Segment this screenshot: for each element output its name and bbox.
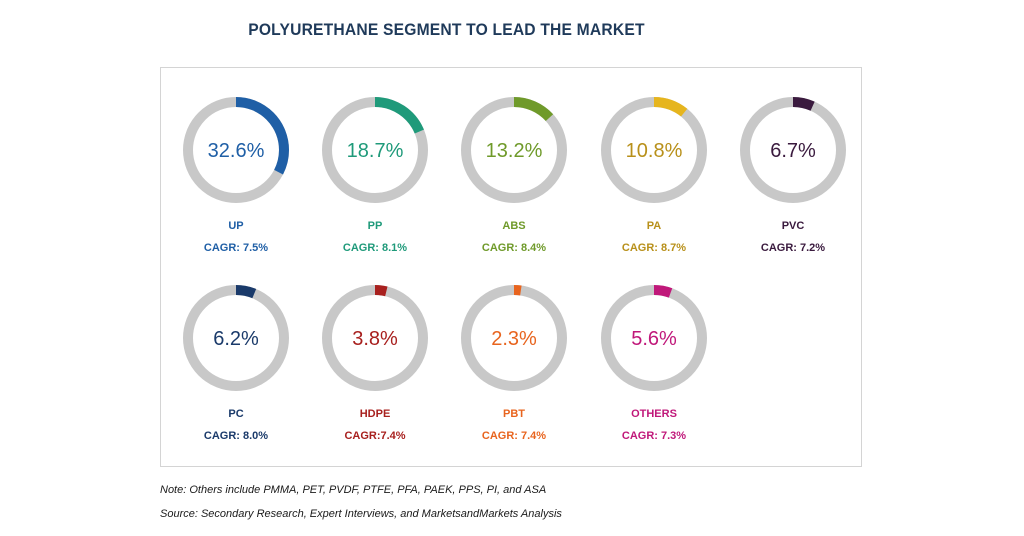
donut-chart: 2.3%	[459, 283, 569, 393]
donut-value-label: 5.6%	[631, 328, 677, 350]
chart-panel: 32.6% UP CAGR: 7.5% 18.7% PP CAGR: 8.1% 13.2% A…	[160, 67, 862, 467]
segment-name: PVC	[781, 220, 805, 232]
donut-arc-hdpe	[322, 285, 428, 391]
segment-cagr: CAGR: 7.4%	[481, 430, 547, 442]
segment-name: UP	[228, 220, 244, 232]
segment-cagr: CAGR: 7.3%	[621, 430, 687, 442]
segment-name: PC	[228, 408, 244, 420]
donut-arc-pa	[601, 97, 707, 203]
donut-card-pc: 6.2% PC CAGR: 8.0%	[161, 283, 311, 463]
segment-cagr: CAGR: 8.4%	[481, 242, 547, 254]
donut-card-hdpe: 3.8% HDPE CAGR:7.4%	[300, 283, 450, 463]
donut-svg: 13.2%	[461, 97, 567, 203]
donut-chart: 10.8%	[599, 95, 709, 205]
donut-arc-pp	[322, 97, 428, 203]
segment-cagr: CAGR: 8.1%	[342, 242, 408, 254]
donut-chart: 5.6%	[599, 283, 709, 393]
donut-card-pvc: 6.7% PVC CAGR: 7.2%	[718, 95, 868, 275]
donut-arc-others	[601, 285, 707, 391]
donut-value-label: 3.8%	[352, 328, 398, 350]
donut-card-pbt: 2.3% PBT CAGR: 7.4%	[439, 283, 589, 463]
donut-chart: 6.2%	[181, 283, 291, 393]
donut-chart: 6.7%	[738, 95, 848, 205]
segment-name: HDPE	[359, 408, 391, 420]
chart-source: Source: Secondary Research, Expert Inter…	[160, 508, 562, 520]
segment-name: PA	[646, 220, 662, 232]
donut-svg: 6.2%	[183, 285, 289, 391]
donut-chart: 13.2%	[459, 95, 569, 205]
donut-arc-pbt	[461, 285, 567, 391]
segment-cagr: CAGR: 8.0%	[203, 430, 269, 442]
chart-title: POLYURETHANE SEGMENT TO LEAD THE MARKET	[248, 20, 645, 39]
donut-value-label: 6.2%	[213, 328, 259, 350]
donut-arc-pvc	[740, 97, 846, 203]
segment-name: PP	[367, 220, 383, 232]
segment-name: PBT	[503, 408, 525, 420]
donut-arc-up	[183, 97, 289, 203]
segment-cagr: CAGR: 7.5%	[203, 242, 269, 254]
donut-card-pa: 10.8% PA CAGR: 8.7%	[579, 95, 729, 275]
donut-card-up: 32.6% UP CAGR: 7.5%	[161, 95, 311, 275]
donut-value-label: 10.8%	[626, 140, 683, 162]
donut-card-pp: 18.7% PP CAGR: 8.1%	[300, 95, 450, 275]
donut-card-others: 5.6% OTHERS CAGR: 7.3%	[579, 283, 729, 463]
donut-value-label: 2.3%	[491, 328, 537, 350]
donut-card-abs: 13.2% ABS CAGR: 8.4%	[439, 95, 589, 275]
donut-svg: 6.7%	[740, 97, 846, 203]
donut-value-label: 6.7%	[770, 140, 816, 162]
segment-cagr: CAGR: 7.2%	[760, 242, 826, 254]
donut-svg: 18.7%	[322, 97, 428, 203]
donut-svg: 10.8%	[601, 97, 707, 203]
donut-value-label: 18.7%	[347, 140, 404, 162]
segment-name: ABS	[502, 220, 526, 232]
donut-value-label: 32.6%	[208, 140, 265, 162]
donut-arc-pc	[183, 285, 289, 391]
segment-cagr: CAGR: 8.7%	[621, 242, 687, 254]
donut-chart: 32.6%	[181, 95, 291, 205]
donut-arc-abs	[461, 97, 567, 203]
donut-value-label: 13.2%	[486, 140, 543, 162]
segment-cagr: CAGR:7.4%	[344, 430, 406, 442]
donut-svg: 3.8%	[322, 285, 428, 391]
donut-chart: 18.7%	[320, 95, 430, 205]
donut-svg: 32.6%	[183, 97, 289, 203]
chart-note: Note: Others include PMMA, PET, PVDF, PT…	[160, 484, 547, 496]
donut-chart: 3.8%	[320, 283, 430, 393]
donut-svg: 2.3%	[461, 285, 567, 391]
segment-name: OTHERS	[631, 408, 677, 420]
donut-svg: 5.6%	[601, 285, 707, 391]
